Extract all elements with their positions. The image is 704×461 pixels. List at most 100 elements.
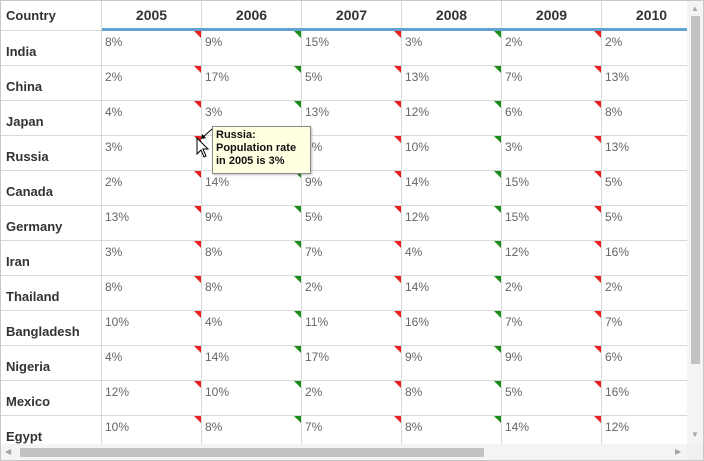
- grid-cell[interactable]: 14%: [202, 171, 302, 206]
- grid-cell[interactable]: 8%: [102, 276, 202, 311]
- comment-indicator-icon[interactable]: [494, 31, 501, 38]
- comment-indicator-icon[interactable]: [494, 66, 501, 73]
- comment-indicator-icon[interactable]: [294, 381, 301, 388]
- grid-cell[interactable]: 2%: [502, 31, 602, 66]
- grid-cell[interactable]: 8%: [202, 276, 302, 311]
- comment-indicator-icon[interactable]: [394, 31, 401, 38]
- grid-cell[interactable]: 2%: [102, 171, 202, 206]
- comment-indicator-icon[interactable]: [394, 241, 401, 248]
- grid-cell[interactable]: 3%: [302, 136, 402, 171]
- comment-indicator-icon[interactable]: [494, 311, 501, 318]
- row-header-country[interactable]: Bangladesh: [1, 311, 102, 346]
- comment-indicator-icon[interactable]: [294, 101, 301, 108]
- comment-indicator-icon[interactable]: [594, 31, 601, 38]
- comment-indicator-icon[interactable]: [394, 136, 401, 143]
- comment-indicator-icon[interactable]: [594, 381, 601, 388]
- grid-cell[interactable]: 3%: [102, 136, 202, 171]
- grid-cell[interactable]: 17%: [302, 346, 402, 381]
- grid-cell[interactable]: 11%: [302, 311, 402, 346]
- comment-indicator-icon[interactable]: [194, 346, 201, 353]
- comment-indicator-icon[interactable]: [294, 416, 301, 423]
- grid-cell[interactable]: 16%: [402, 311, 502, 346]
- grid-cell[interactable]: 9%: [402, 346, 502, 381]
- comment-indicator-icon[interactable]: [194, 31, 201, 38]
- grid-cell[interactable]: 5%: [302, 66, 402, 101]
- grid-cell[interactable]: 10%: [102, 311, 202, 346]
- grid-cell[interactable]: 2%: [302, 276, 402, 311]
- grid-cell[interactable]: 3%: [402, 31, 502, 66]
- grid-cell[interactable]: 9%: [202, 206, 302, 241]
- comment-indicator-icon[interactable]: [394, 171, 401, 178]
- grid-cell[interactable]: 4%: [202, 311, 302, 346]
- column-header-2009[interactable]: 2009: [502, 1, 602, 28]
- comment-indicator-icon[interactable]: [194, 66, 201, 73]
- comment-indicator-icon[interactable]: [494, 206, 501, 213]
- comment-indicator-icon[interactable]: [494, 276, 501, 283]
- comment-indicator-icon[interactable]: [294, 276, 301, 283]
- horizontal-scroll-thumb[interactable]: [20, 448, 484, 457]
- comment-indicator-icon[interactable]: [294, 171, 301, 178]
- row-header-country[interactable]: Thailand: [1, 276, 102, 311]
- comment-indicator-icon[interactable]: [194, 101, 201, 108]
- row-header-country[interactable]: Iran: [1, 241, 102, 276]
- grid-cell[interactable]: 7%: [502, 311, 602, 346]
- grid-cell[interactable]: 5%: [502, 381, 602, 416]
- comment-indicator-icon[interactable]: [494, 381, 501, 388]
- comment-indicator-icon[interactable]: [294, 31, 301, 38]
- comment-indicator-icon[interactable]: [394, 66, 401, 73]
- scroll-left-icon[interactable]: ◀: [5, 447, 12, 456]
- comment-indicator-icon[interactable]: [194, 276, 201, 283]
- comment-indicator-icon[interactable]: [594, 311, 601, 318]
- grid-cell[interactable]: 12%: [402, 206, 502, 241]
- table-row[interactable]: Thailand 8% 8% 2% 14% 2% 2%: [1, 276, 702, 311]
- grid-cell[interactable]: 3%: [502, 136, 602, 171]
- comment-indicator-icon[interactable]: [594, 101, 601, 108]
- column-header-2005[interactable]: 2005: [102, 1, 202, 28]
- comment-indicator-icon[interactable]: [594, 66, 601, 73]
- comment-indicator-icon[interactable]: [394, 381, 401, 388]
- table-row[interactable]: Japan 4% 3% 13% 12% 6% 8%: [1, 101, 702, 136]
- comment-indicator-icon[interactable]: [494, 416, 501, 423]
- table-row[interactable]: Iran 3% 8% 7% 4% 12% 16%: [1, 241, 702, 276]
- vertical-scrollbar[interactable]: ▲ ▼: [687, 1, 703, 444]
- grid-cell[interactable]: 8%: [202, 241, 302, 276]
- grid-cell[interactable]: 13%: [302, 101, 402, 136]
- comment-indicator-icon[interactable]: [594, 171, 601, 178]
- grid-cell[interactable]: 2%: [502, 276, 602, 311]
- grid-cell[interactable]: 15%: [302, 31, 402, 66]
- comment-indicator-icon[interactable]: [194, 206, 201, 213]
- row-header-country[interactable]: Nigeria: [1, 346, 102, 381]
- comment-indicator-icon[interactable]: [494, 136, 501, 143]
- grid-cell[interactable]: 12%: [502, 241, 602, 276]
- comment-indicator-icon[interactable]: [394, 101, 401, 108]
- grid-cell[interactable]: 12%: [102, 381, 202, 416]
- comment-indicator-icon[interactable]: [494, 241, 501, 248]
- vertical-scroll-thumb[interactable]: [691, 16, 700, 364]
- comment-indicator-icon[interactable]: [594, 276, 601, 283]
- row-header-country[interactable]: China: [1, 66, 102, 101]
- grid-cell[interactable]: 13%: [102, 206, 202, 241]
- table-row[interactable]: China 2% 17% 5% 13% 7% 13%: [1, 66, 702, 101]
- grid-cell[interactable]: 9%: [202, 31, 302, 66]
- table-row[interactable]: India 8% 9% 15% 3% 2% 2%: [1, 31, 702, 66]
- grid-cell[interactable]: 17%: [202, 66, 302, 101]
- grid-cell[interactable]: 4%: [402, 241, 502, 276]
- row-header-country[interactable]: Canada: [1, 171, 102, 206]
- grid-cell[interactable]: 4%: [102, 346, 202, 381]
- row-header-country[interactable]: Russia: [1, 136, 102, 171]
- row-header-country[interactable]: India: [1, 31, 102, 66]
- comment-indicator-icon[interactable]: [294, 206, 301, 213]
- table-row[interactable]: Bangladesh 10% 4% 11% 16% 7% 7%: [1, 311, 702, 346]
- comment-indicator-icon[interactable]: [294, 311, 301, 318]
- grid-cell[interactable]: 14%: [202, 346, 302, 381]
- grid-cell[interactable]: 13%: [402, 66, 502, 101]
- table-row[interactable]: Germany 13% 9% 5% 12% 15% 5%: [1, 206, 702, 241]
- column-header-country[interactable]: Country: [1, 1, 102, 31]
- comment-indicator-icon[interactable]: [594, 241, 601, 248]
- row-header-country[interactable]: Japan: [1, 101, 102, 136]
- grid-cell[interactable]: 14%: [402, 171, 502, 206]
- comment-indicator-icon[interactable]: [594, 346, 601, 353]
- comment-indicator-icon[interactable]: [194, 311, 201, 318]
- table-row[interactable]: Canada 2% 14% 9% 14% 15% 5%: [1, 171, 702, 206]
